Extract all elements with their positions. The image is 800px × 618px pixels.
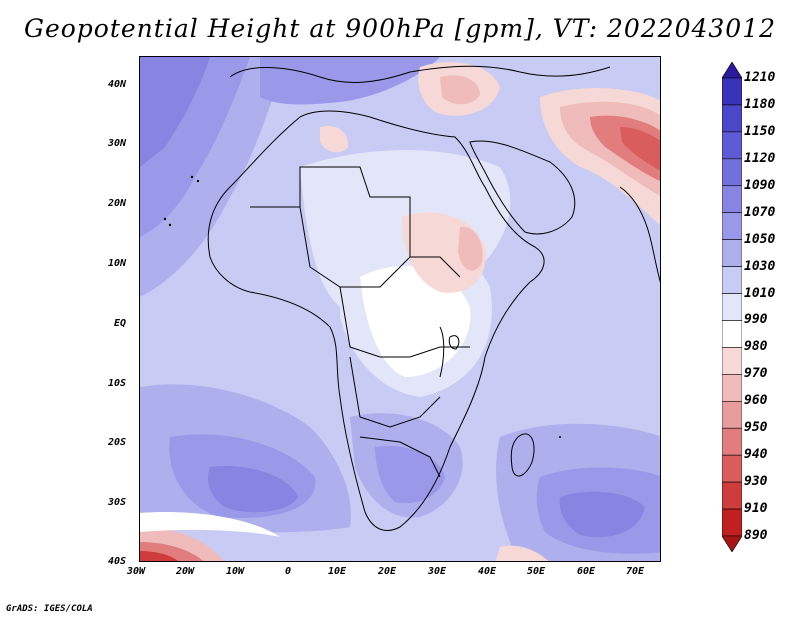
contour-930-iran bbox=[620, 127, 660, 171]
colorbar-level-label: 910 bbox=[744, 501, 768, 517]
lon-label-20w: 20W bbox=[176, 566, 195, 577]
island bbox=[559, 436, 561, 438]
contour-960-turkey bbox=[440, 75, 480, 105]
colorbar-level-label: 980 bbox=[744, 339, 768, 355]
colorbar-level-label: 1180 bbox=[744, 96, 776, 112]
colorbar-swatch bbox=[722, 185, 742, 214]
colorbar-level-label: 1050 bbox=[744, 231, 776, 247]
colorbar-swatch bbox=[722, 481, 742, 510]
colorbar-swatch bbox=[722, 266, 742, 294]
coastlines bbox=[207, 65, 660, 531]
island bbox=[190, 175, 194, 179]
colorbar-level-label: 1030 bbox=[744, 258, 776, 274]
colorbar-swatch bbox=[722, 400, 742, 429]
colorbar-swatch bbox=[722, 131, 742, 160]
contour-1070-se bbox=[559, 491, 645, 538]
contour-1050-sa bbox=[375, 446, 445, 504]
colorbar-swatch bbox=[722, 158, 742, 187]
lat-label-20s: 20S bbox=[108, 437, 127, 448]
contour-1070 bbox=[140, 57, 210, 167]
colorbar-level-label: 1210 bbox=[744, 70, 776, 85]
lon-label-30w: 30W bbox=[127, 566, 146, 577]
colorbar-swatch bbox=[722, 104, 742, 133]
colorbar bbox=[722, 62, 742, 552]
map-panel bbox=[139, 56, 661, 562]
colorbar-swatch bbox=[722, 320, 742, 348]
colorbar-level-label: 1070 bbox=[744, 204, 776, 220]
lon-label-10e: 10E bbox=[328, 566, 347, 577]
contour-970-algeria bbox=[320, 125, 349, 153]
colorbar-swatch bbox=[722, 212, 742, 240]
contour-1070-sw bbox=[208, 466, 298, 513]
lon-label-70e: 70E bbox=[626, 566, 645, 577]
border-5 bbox=[359, 436, 441, 478]
contour-960-ethiopia bbox=[458, 226, 483, 271]
colorbar-level-label: 970 bbox=[744, 366, 768, 382]
colorbar-swatch bbox=[722, 77, 742, 106]
grads-credit: GrADS: IGES/COLA bbox=[6, 604, 93, 614]
colorbar-swatch bbox=[722, 293, 742, 321]
africa-outline bbox=[207, 110, 545, 531]
lat-label-40n: 40N bbox=[108, 79, 127, 90]
lat-label-30s: 30S bbox=[108, 497, 127, 508]
islands bbox=[163, 175, 561, 438]
colorbar-bottom-arrow bbox=[722, 535, 742, 552]
colorbar-level-label: 1150 bbox=[744, 123, 776, 139]
contour-990-south bbox=[140, 512, 280, 537]
lat-label-10s: 10S bbox=[108, 378, 127, 389]
lat-label-eq: EQ bbox=[114, 318, 127, 329]
contour-med bbox=[260, 57, 440, 105]
geopotential-map bbox=[140, 57, 660, 561]
lon-label-20e: 20E bbox=[378, 566, 397, 577]
colorbar-swatch bbox=[722, 508, 742, 537]
colorbar-swatch bbox=[722, 454, 742, 483]
lon-label-30e: 30E bbox=[428, 566, 447, 577]
border-2 bbox=[299, 206, 461, 288]
colorbar-level-label: 960 bbox=[744, 393, 768, 409]
island bbox=[163, 217, 167, 221]
colorbar-level-label: 1010 bbox=[744, 285, 776, 301]
lon-label-10w: 10W bbox=[226, 566, 245, 577]
colorbar-level-label: 930 bbox=[744, 474, 768, 490]
island bbox=[196, 179, 200, 183]
colorbar-swatch bbox=[722, 427, 742, 456]
colorbar-level-label: 990 bbox=[744, 312, 768, 328]
lat-label-40s: 40S bbox=[108, 556, 127, 567]
colorbar-level-label: 1090 bbox=[744, 177, 776, 193]
lat-label-20n: 20N bbox=[108, 198, 127, 209]
contour-910-south bbox=[140, 551, 178, 561]
europe-coast bbox=[229, 65, 611, 83]
colorbar-swatch bbox=[722, 347, 742, 375]
lat-label-10n: 10N bbox=[108, 258, 127, 269]
colorbar-swatch bbox=[722, 239, 742, 267]
map-title: Geopotential Height at 900hPa [gpm], VT:… bbox=[23, 14, 777, 43]
colorbar-level-label: 940 bbox=[744, 447, 768, 463]
colorbar-swatch bbox=[722, 374, 742, 402]
border-3 bbox=[339, 286, 470, 358]
contour-980-central bbox=[360, 265, 471, 377]
lon-label-50e: 50E bbox=[527, 566, 546, 577]
lake-victoria bbox=[448, 335, 460, 350]
lon-label-0: 0 bbox=[285, 566, 292, 577]
colorbar-level-label: 890 bbox=[744, 528, 768, 543]
india-coast bbox=[619, 186, 660, 283]
madagascar-outline bbox=[510, 433, 535, 477]
lon-label-40e: 40E bbox=[478, 566, 497, 577]
island bbox=[168, 223, 172, 227]
colorbar-level-label: 950 bbox=[744, 420, 768, 436]
colorbar-top-arrow bbox=[722, 62, 742, 79]
lon-label-60e: 60E bbox=[577, 566, 596, 577]
colorbar-level-label: 1120 bbox=[744, 150, 776, 166]
contour-970-south-mid bbox=[495, 545, 548, 561]
arabia-outline bbox=[469, 140, 576, 235]
lake-tanganyika bbox=[439, 326, 445, 378]
lat-label-30n: 30N bbox=[108, 138, 127, 149]
border-4 bbox=[349, 356, 441, 428]
